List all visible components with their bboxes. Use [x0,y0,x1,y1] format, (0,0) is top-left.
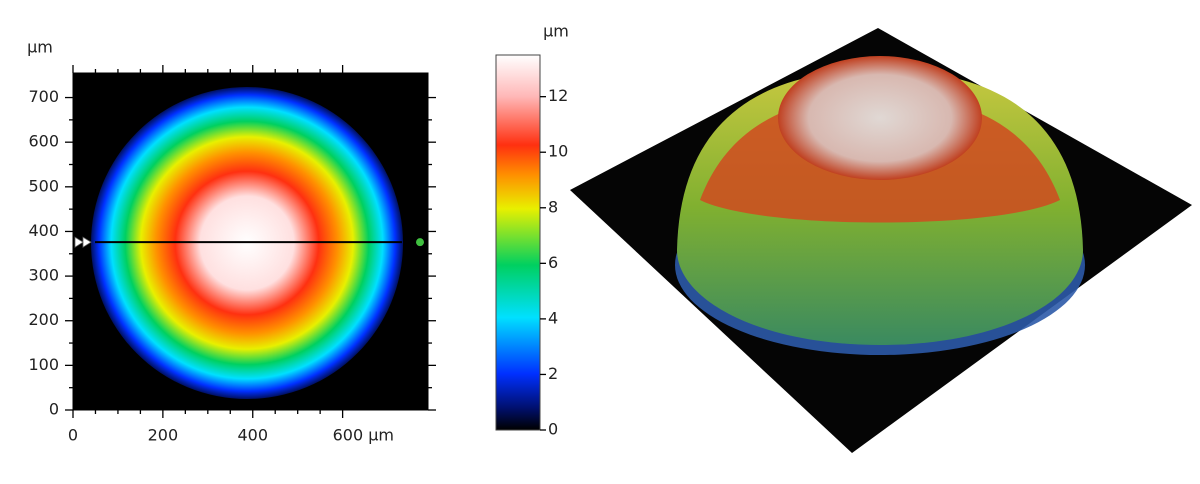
x-tick-label: 200 [148,426,179,445]
colorbar-tick-label: 0 [548,420,558,439]
colorbar-tick-label: 6 [548,253,558,272]
y-tick-label: 400 [28,221,59,240]
y-tick-label: 300 [28,266,59,285]
plot-frame [72,72,429,411]
profile-start-marker [74,236,92,248]
x-tick-label: 600 µm [333,426,394,445]
colorbar-tick-label: 10 [548,142,568,161]
x-tick-label: 400 [237,426,268,445]
y-tick-label: 500 [28,176,59,195]
x-tick-label: 0 [68,426,78,445]
y-tick-label: 100 [28,355,59,374]
y-tick-label: 0 [49,400,59,419]
y-tick-label: 200 [28,310,59,329]
y-tick-label: 600 [28,132,59,151]
profile-end-marker [416,238,424,247]
surface-3d [570,28,1192,453]
colorbar-tick-label: 4 [548,308,558,327]
colorbar-tick-label: 12 [548,86,568,105]
dome-top [778,56,982,180]
y-axis-label: µm [27,38,53,57]
colorbar-tick-label: 8 [548,197,558,216]
y-tick-label: 700 [28,87,59,106]
colorbar [495,54,541,431]
colorbar-tick-label: 2 [548,364,558,383]
colorbar-label: µm [543,22,569,41]
